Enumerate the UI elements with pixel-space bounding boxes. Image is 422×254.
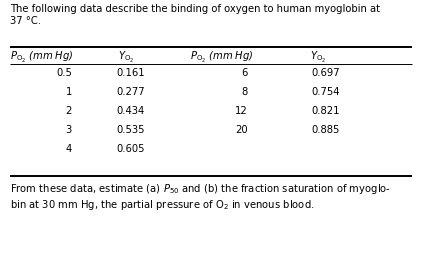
Text: 8: 8	[242, 87, 248, 97]
Text: 0.697: 0.697	[311, 68, 340, 78]
Text: From these data, estimate (a) $P_{50}$ and (b) the fraction saturation of myoglo: From these data, estimate (a) $P_{50}$ a…	[10, 182, 391, 212]
Text: 1: 1	[66, 87, 72, 97]
Text: The following data describe the binding of oxygen to human myoglobin at
37 °C.: The following data describe the binding …	[10, 4, 380, 26]
Text: 20: 20	[235, 125, 248, 135]
Text: 0.434: 0.434	[117, 106, 145, 116]
Text: 12: 12	[235, 106, 248, 116]
Text: 0.161: 0.161	[116, 68, 145, 78]
Text: 4: 4	[66, 144, 72, 154]
Text: 0.605: 0.605	[116, 144, 145, 154]
Text: 2: 2	[66, 106, 72, 116]
Text: 6: 6	[242, 68, 248, 78]
Text: 0.885: 0.885	[311, 125, 340, 135]
Text: $Y_{\mathrm{O_2}}$: $Y_{\mathrm{O_2}}$	[310, 50, 326, 65]
Text: 0.754: 0.754	[311, 87, 340, 97]
Text: 0.821: 0.821	[311, 106, 340, 116]
Text: 0.277: 0.277	[116, 87, 145, 97]
Text: 0.535: 0.535	[116, 125, 145, 135]
Text: 0.5: 0.5	[56, 68, 72, 78]
Text: $P_{\mathrm{O_2}}$ (mm Hg): $P_{\mathrm{O_2}}$ (mm Hg)	[10, 50, 74, 65]
Text: 3: 3	[66, 125, 72, 135]
Text: $Y_{\mathrm{O_2}}$: $Y_{\mathrm{O_2}}$	[118, 50, 134, 65]
Text: $P_{\mathrm{O_2}}$ (mm Hg): $P_{\mathrm{O_2}}$ (mm Hg)	[190, 50, 254, 65]
